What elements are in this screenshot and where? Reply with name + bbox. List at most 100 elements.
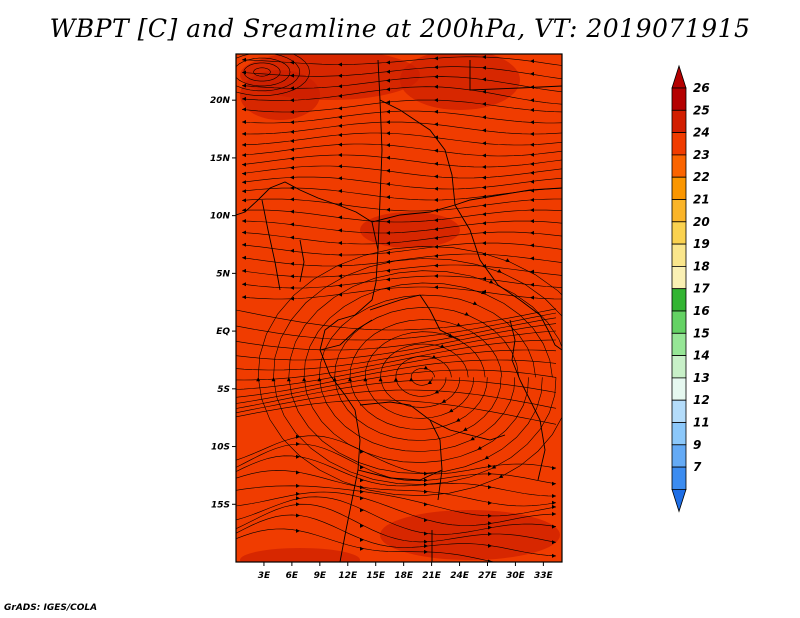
streamline (236, 485, 557, 517)
streamline-arrow (360, 489, 364, 494)
colorbar-label: 20 (693, 215, 710, 229)
streamline-arrow (338, 228, 342, 233)
streamline-arrow (434, 263, 438, 268)
streamline-arrow (386, 168, 390, 173)
streamline-arrow (480, 290, 486, 295)
streamline-arrow (360, 508, 364, 513)
streamline (241, 132, 562, 146)
streamline (241, 187, 562, 201)
streamline (241, 286, 562, 300)
colorbar-swatch (671, 176, 687, 200)
streamline-arrow (448, 408, 454, 413)
streamline (241, 242, 562, 256)
streamline-arrow (530, 282, 534, 287)
colorbar-swatch (671, 332, 687, 356)
streamline-arrow (482, 264, 486, 269)
streamline-arrow (488, 525, 492, 530)
streamline-arrow (242, 198, 246, 203)
streamline-arrow (482, 194, 486, 199)
streamline-arrow (530, 243, 534, 248)
streamline (241, 253, 562, 267)
streamline-arrow (463, 427, 468, 431)
streamline-arrow (386, 143, 390, 148)
x-tick-label: 18E (394, 571, 414, 581)
streamline-arrow (386, 207, 390, 212)
streamline-arrow (434, 161, 438, 166)
streamline-arrow (434, 74, 438, 79)
streamline (236, 349, 557, 390)
colorbar-swatch (671, 310, 687, 334)
streamline-arrow (482, 128, 486, 133)
streamline-arrow (290, 156, 294, 161)
streamline-arrow (530, 71, 534, 76)
x-tick-label: 27E (478, 571, 498, 581)
streamline-arrow (290, 274, 294, 279)
colorbar-label: 22 (693, 170, 710, 184)
streamline (236, 389, 557, 414)
colorbar-swatch (671, 154, 687, 178)
streamline-arrow (434, 274, 438, 278)
streamline-arrow (409, 377, 414, 382)
colorbar-swatch (671, 444, 687, 468)
streamline (236, 443, 557, 485)
streamline-arrow (530, 269, 534, 274)
streamline-arrow (296, 434, 300, 439)
streamline-spiral (334, 306, 520, 441)
streamline-arrow (434, 109, 438, 114)
streamline-arrow (290, 296, 294, 301)
streamline-arrow (482, 153, 486, 158)
x-tick-label: 9E (314, 571, 327, 581)
streamline-arrow (434, 56, 438, 61)
streamline-arrow (386, 219, 390, 224)
streamline-arrow (338, 73, 342, 78)
streamline-arrow (286, 377, 291, 382)
border-line (299, 239, 305, 283)
streamline-arrow (338, 274, 342, 279)
border-line (261, 199, 281, 291)
streamline-arrow (530, 230, 534, 235)
streamline (241, 264, 562, 278)
streamline-arrow (290, 98, 294, 103)
streamline-arrow (386, 60, 390, 65)
country-borders (236, 59, 562, 562)
streamline-arrow (338, 189, 342, 193)
streamline-arrow (338, 115, 342, 120)
x-tick-label: 12E (338, 571, 358, 581)
streamline-arrow (434, 244, 438, 249)
streamline-arrow (552, 540, 556, 545)
streamline-arrow (482, 203, 486, 208)
colorbar-label: 7 (693, 460, 702, 474)
border-line (454, 204, 541, 316)
streamline (236, 514, 557, 557)
streamline-arrow (290, 248, 294, 253)
streamline (241, 275, 562, 289)
streamline-gyre (236, 54, 310, 96)
streamline (241, 86, 562, 105)
streamline (241, 154, 562, 168)
colorbar-top-arrow (671, 64, 687, 89)
streamline-arrow (242, 96, 246, 101)
border-line (371, 187, 562, 223)
streamline-arrow (434, 198, 438, 202)
streamline-arrow (386, 277, 390, 282)
streamline-arrow (290, 175, 294, 180)
streamline-arrow (434, 218, 438, 223)
streamline-arrow (386, 182, 390, 186)
streamline-arrow (386, 286, 390, 291)
streamline-arrow (552, 500, 556, 505)
streamline (241, 209, 562, 223)
colorbar-swatch (671, 132, 687, 156)
streamline-arrow (242, 70, 246, 75)
streamline (241, 198, 562, 212)
streamline (241, 76, 562, 93)
streamline-arrow (530, 162, 534, 166)
streamline-arrow (378, 377, 383, 382)
streamline-arrow (477, 446, 482, 450)
streamline-arrow (338, 215, 342, 220)
streamline-arrow (434, 65, 438, 70)
border-line (469, 60, 562, 91)
streamline (241, 143, 562, 157)
colorbar-swatch (671, 265, 687, 290)
streamline-arrow (488, 471, 492, 476)
colorbar-swatch (671, 377, 687, 401)
